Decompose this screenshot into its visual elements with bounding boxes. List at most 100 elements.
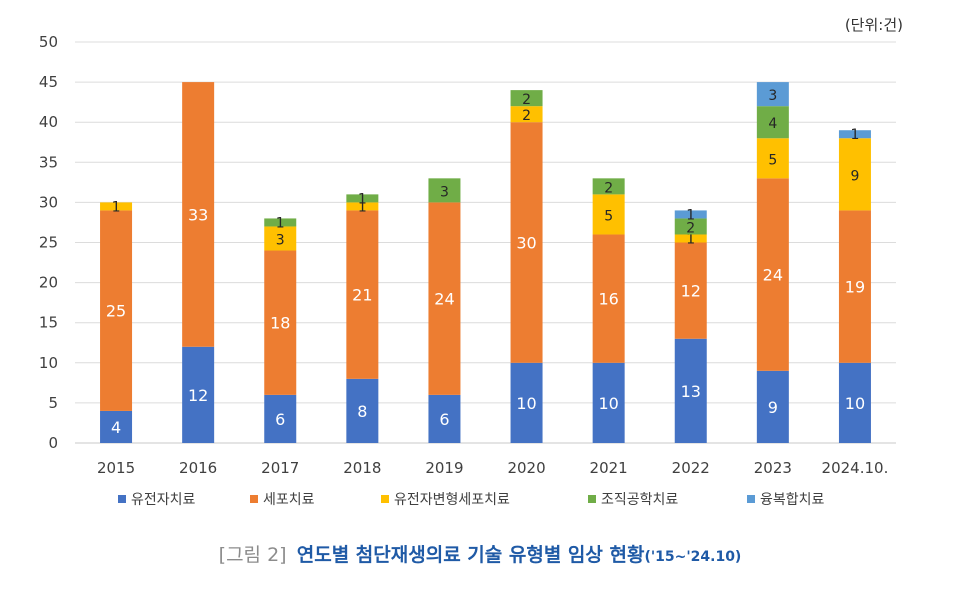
data-label: 12 bbox=[681, 282, 701, 301]
data-label: 33 bbox=[188, 205, 208, 224]
data-label: 6 bbox=[275, 410, 285, 429]
y-tick-label: 5 bbox=[48, 394, 58, 412]
bar-segment bbox=[838, 138, 871, 211]
bar-segment bbox=[592, 362, 625, 443]
bar-segment bbox=[756, 138, 789, 179]
legend-label: 융복합치료 bbox=[760, 492, 825, 508]
data-label: 6 bbox=[439, 410, 449, 429]
x-tick-label: 2018 bbox=[343, 459, 381, 477]
bar-segment bbox=[428, 202, 461, 395]
caption-period: ('15~'24.10) bbox=[644, 549, 742, 565]
data-label: 3 bbox=[276, 232, 285, 248]
data-label: 21 bbox=[352, 286, 372, 305]
y-tick-label: 45 bbox=[39, 73, 58, 91]
data-label: 1 bbox=[358, 191, 367, 207]
data-label: 1 bbox=[276, 215, 285, 231]
x-tick-label: 2017 bbox=[261, 459, 299, 477]
data-label: 1 bbox=[850, 127, 859, 143]
bar-segment bbox=[756, 106, 789, 139]
legend-label: 유전자변형세포치료 bbox=[394, 492, 510, 508]
x-tick-label: 2016 bbox=[179, 459, 217, 477]
bar-segment bbox=[756, 178, 789, 371]
data-label: 2 bbox=[604, 180, 613, 196]
x-tick-label: 2021 bbox=[590, 459, 628, 477]
bar-segment bbox=[756, 82, 789, 107]
bar-segment bbox=[264, 218, 297, 227]
data-label: 9 bbox=[850, 168, 859, 184]
x-tick-label: 2020 bbox=[507, 459, 545, 477]
y-axis-ticks: 0 5 10 15 20 25 30 35 40 45 50 bbox=[39, 33, 58, 452]
bar-segment bbox=[674, 234, 707, 243]
bar-segment bbox=[264, 250, 297, 395]
bar-segment bbox=[346, 378, 379, 443]
y-tick-label: 35 bbox=[39, 153, 58, 171]
data-label: 19 bbox=[845, 278, 865, 297]
bars: 4251123361831821116243103022101652131212… bbox=[100, 82, 871, 443]
x-tick-label: 2022 bbox=[672, 459, 710, 477]
bar-segment bbox=[674, 210, 707, 219]
y-tick-label: 10 bbox=[39, 354, 58, 372]
bar-segment bbox=[182, 346, 215, 443]
caption-prefix: [그림 2] bbox=[218, 544, 287, 566]
figure-caption: [그림 2] 연도별 첨단재생의료 기술 유형별 임상 현황('15~'24.1… bbox=[0, 540, 960, 567]
bar-segment bbox=[510, 106, 543, 123]
bar-segment bbox=[264, 394, 297, 443]
bar-segment bbox=[264, 226, 297, 251]
legend-swatch bbox=[250, 495, 258, 503]
data-label: 1 bbox=[112, 199, 121, 215]
bar-segment bbox=[428, 394, 461, 443]
legend-label: 조직공학치료 bbox=[601, 492, 678, 508]
bar-segment bbox=[346, 194, 379, 203]
data-label: 5 bbox=[604, 208, 613, 224]
data-label: 3 bbox=[440, 184, 449, 200]
data-label: 10 bbox=[516, 394, 536, 413]
data-label: 24 bbox=[763, 266, 783, 285]
data-label: 3 bbox=[768, 88, 777, 104]
bar-segment bbox=[100, 410, 133, 443]
y-tick-label: 30 bbox=[39, 193, 58, 211]
y-tick-label: 25 bbox=[39, 234, 58, 252]
bar-segment bbox=[838, 362, 871, 443]
data-label: 4 bbox=[111, 418, 121, 437]
bar-segment bbox=[346, 210, 379, 379]
legend-swatch bbox=[118, 495, 126, 503]
bar-segment bbox=[510, 122, 543, 363]
bar-segment bbox=[510, 90, 543, 107]
data-label: 1 bbox=[686, 207, 695, 223]
legend: 유전자치료 세포치료 유전자변형세포치료 조직공학치료 융복합치료 bbox=[118, 492, 825, 508]
data-label: 4 bbox=[768, 116, 777, 132]
y-tick-label: 50 bbox=[39, 33, 58, 51]
bar-segment bbox=[838, 130, 871, 139]
bar-segment bbox=[100, 202, 133, 211]
legend-swatch bbox=[588, 495, 596, 503]
data-label: 9 bbox=[768, 398, 778, 417]
data-label: 1 bbox=[358, 199, 367, 215]
data-label: 18 bbox=[270, 314, 290, 333]
bar-segment bbox=[428, 178, 461, 203]
legend-label: 유전자치료 bbox=[131, 492, 196, 508]
data-label: 24 bbox=[434, 290, 454, 309]
legend-swatch bbox=[747, 495, 755, 503]
data-label: 30 bbox=[516, 234, 536, 253]
data-label: 1 bbox=[686, 231, 695, 247]
y-tick-label: 15 bbox=[39, 314, 58, 332]
bar-segment bbox=[674, 218, 707, 235]
bar-segment bbox=[592, 178, 625, 195]
caption-title: 연도별 첨단재생의료 기술 유형별 임상 현황 bbox=[296, 544, 645, 566]
data-label: 2 bbox=[522, 108, 531, 124]
bar-segment bbox=[592, 234, 625, 363]
y-tick-label: 0 bbox=[48, 434, 58, 452]
y-tick-label: 40 bbox=[39, 113, 58, 131]
bar-segment bbox=[674, 338, 707, 443]
legend-swatch bbox=[381, 495, 389, 503]
bar-segment bbox=[346, 202, 379, 211]
data-label: 12 bbox=[188, 386, 208, 405]
data-label: 2 bbox=[686, 220, 695, 236]
legend-label: 세포치료 bbox=[263, 492, 315, 508]
x-tick-label: 2015 bbox=[97, 459, 135, 477]
data-label: 2 bbox=[522, 92, 531, 108]
data-label: 13 bbox=[681, 382, 701, 401]
bar-segment bbox=[674, 242, 707, 339]
data-label: 8 bbox=[357, 402, 367, 421]
